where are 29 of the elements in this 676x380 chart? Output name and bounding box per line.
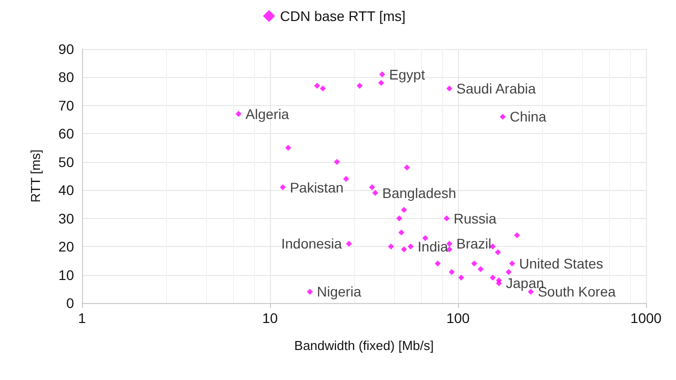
data-label: United States (519, 255, 604, 272)
data-label: Russia (454, 210, 497, 226)
x-tick-label: 1 (78, 310, 86, 326)
legend-label: CDN base RTT [ms] (280, 8, 406, 24)
y-tick-label: 40 (58, 182, 74, 198)
y-tick-label: 60 (58, 126, 74, 142)
y-axis-title: RTT [ms] (28, 150, 43, 202)
y-tick-label: 70 (58, 97, 74, 114)
x-tick-label: 1000 (630, 310, 662, 326)
y-tick-label: 0 (66, 295, 74, 311)
data-label: Nigeria (316, 284, 362, 300)
x-axis-title: Bandwidth (fixed) [Mb/s] (294, 338, 434, 353)
y-tick-label: 50 (58, 154, 74, 170)
x-tick-label: 10 (262, 310, 278, 326)
data-label: Algeria (246, 106, 290, 122)
y-tick-label: 30 (58, 210, 74, 226)
data-label: Brazil (456, 236, 492, 252)
data-label: Egypt (389, 66, 426, 82)
data-label: India (418, 238, 448, 255)
x-tick-label: 100 (446, 310, 470, 326)
y-tick-label: 80 (58, 69, 74, 86)
data-label: Bangladesh (382, 184, 456, 201)
data-label: China (510, 108, 547, 125)
data-label: Pakistan (290, 179, 344, 196)
y-tick-label: 10 (58, 266, 74, 283)
y-tick-label: 20 (58, 238, 74, 255)
y-tick-label: 90 (58, 41, 74, 57)
data-label: Indonesia (281, 236, 342, 252)
data-label: Saudi Arabia (456, 80, 536, 97)
